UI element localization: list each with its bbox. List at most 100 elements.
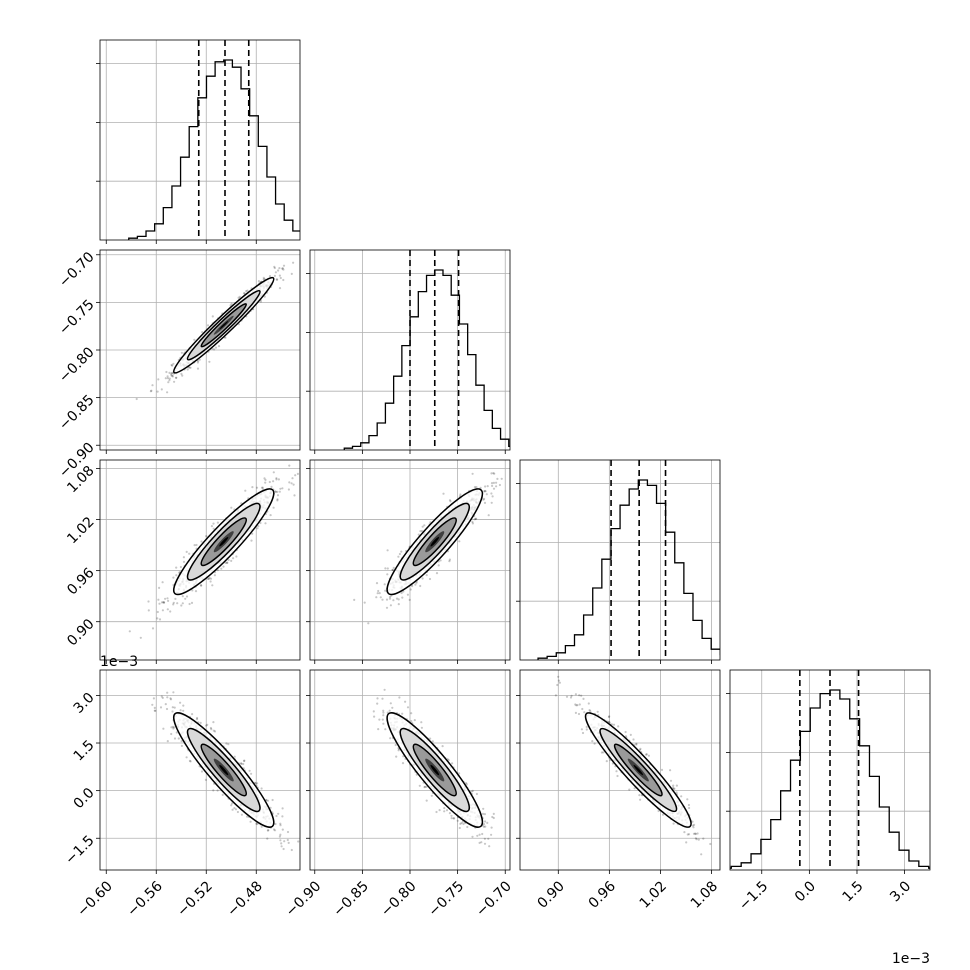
scatter-point [385,598,389,601]
scatter-point [188,366,191,369]
scatter-point [169,610,172,613]
scatter-point [185,595,189,598]
scatter-point [574,703,577,706]
scatter-point [212,721,215,724]
scatter-point [207,577,210,581]
scatter-point [196,367,200,370]
scatter-point [279,487,282,490]
scatter-point [275,478,278,481]
scatter-point [200,770,204,773]
scatter-point [447,759,450,762]
scatter-point [378,592,381,595]
scatter-point [384,728,387,731]
scatter-point [268,480,271,484]
scatter-point [450,814,453,817]
scatter-point [375,596,378,599]
scatter-point [417,533,420,536]
scatter-point [168,377,171,380]
scatter-point [471,835,474,838]
scatter-point [255,486,259,489]
scatter-point [276,278,279,281]
scatter-point [691,820,694,823]
scatter-point [194,590,198,593]
scatter-point [460,821,463,825]
scatter-point [235,555,238,558]
scatter-point [275,278,278,281]
scatter-point [230,302,233,305]
scatter-point [169,698,173,701]
density-contours [172,276,275,374]
scatter-point [151,384,154,387]
scatter-point [167,381,170,384]
scatter-point [389,604,392,607]
scatter-point [382,714,385,717]
scatter-point [185,550,188,554]
scatter-point [471,472,474,475]
scatter-point [170,372,173,375]
scatter-point [428,577,432,581]
scatter-point [166,740,169,743]
scatter-point [260,825,263,828]
scatter-point [478,841,481,845]
scatter-point [193,338,196,341]
scatter-point [277,269,280,272]
scatter-point [458,772,461,775]
scatter-point [287,841,290,845]
scatter-point [166,608,169,611]
x-tick-label: −0.90 [283,878,325,920]
scatter-point [465,783,468,786]
scatter-point [420,721,423,724]
scatter-point [378,718,381,721]
scatter-point [180,372,183,375]
scatter-point [449,500,452,503]
scatter-point [406,706,410,709]
scatter-point [206,723,209,726]
scatter-point [481,832,484,836]
scatter-point [483,837,486,840]
y-tick-label: 0.96 [64,565,97,598]
scatter-point [397,603,400,606]
contour-core [219,536,229,547]
scatter-point [485,493,488,496]
y-tick-label: −0.80 [56,344,98,386]
scatter-point [632,738,635,741]
scatter-point [475,792,478,796]
scatter-point [230,559,233,563]
scatter-point [281,815,284,818]
scatter-point [170,374,173,377]
scatter-point [419,530,422,533]
scatter-point [466,825,469,829]
scatter-point [216,789,219,792]
scatter-point [492,816,495,820]
scatter-point [697,838,700,841]
scatter-point [200,540,203,543]
scatter-point [512,472,514,474]
panel-1-0: −0.90−0.85−0.80−0.75−0.70 [56,249,301,481]
scatter-point [490,482,494,485]
scatter-point [189,760,192,763]
scatter-point [182,560,186,564]
scatter-point [441,745,444,748]
scatter-point [283,840,286,843]
scatter-point [382,709,385,712]
scatter-point [491,484,494,487]
scatter-point [394,743,397,747]
scatter-point [287,488,290,491]
scatter-point [293,494,296,497]
scatter-point [475,517,478,520]
scatter-point [147,600,150,603]
scatter-point [413,719,416,722]
scatter-point [401,762,405,765]
scatter-point [459,493,462,496]
panel-3-1: −0.90 −0.85 −0.80 −0.75 −0.70 [283,669,515,920]
scatter-point [391,568,394,572]
scatter-point [211,315,214,318]
scatter-point [274,490,277,493]
scatter-point [275,814,278,818]
scatter-point [175,566,178,569]
scatter-point [400,550,403,553]
scatter-point [279,824,282,827]
scatter-point [153,709,156,712]
scatter-point [272,480,275,483]
scatter-point [276,499,279,502]
